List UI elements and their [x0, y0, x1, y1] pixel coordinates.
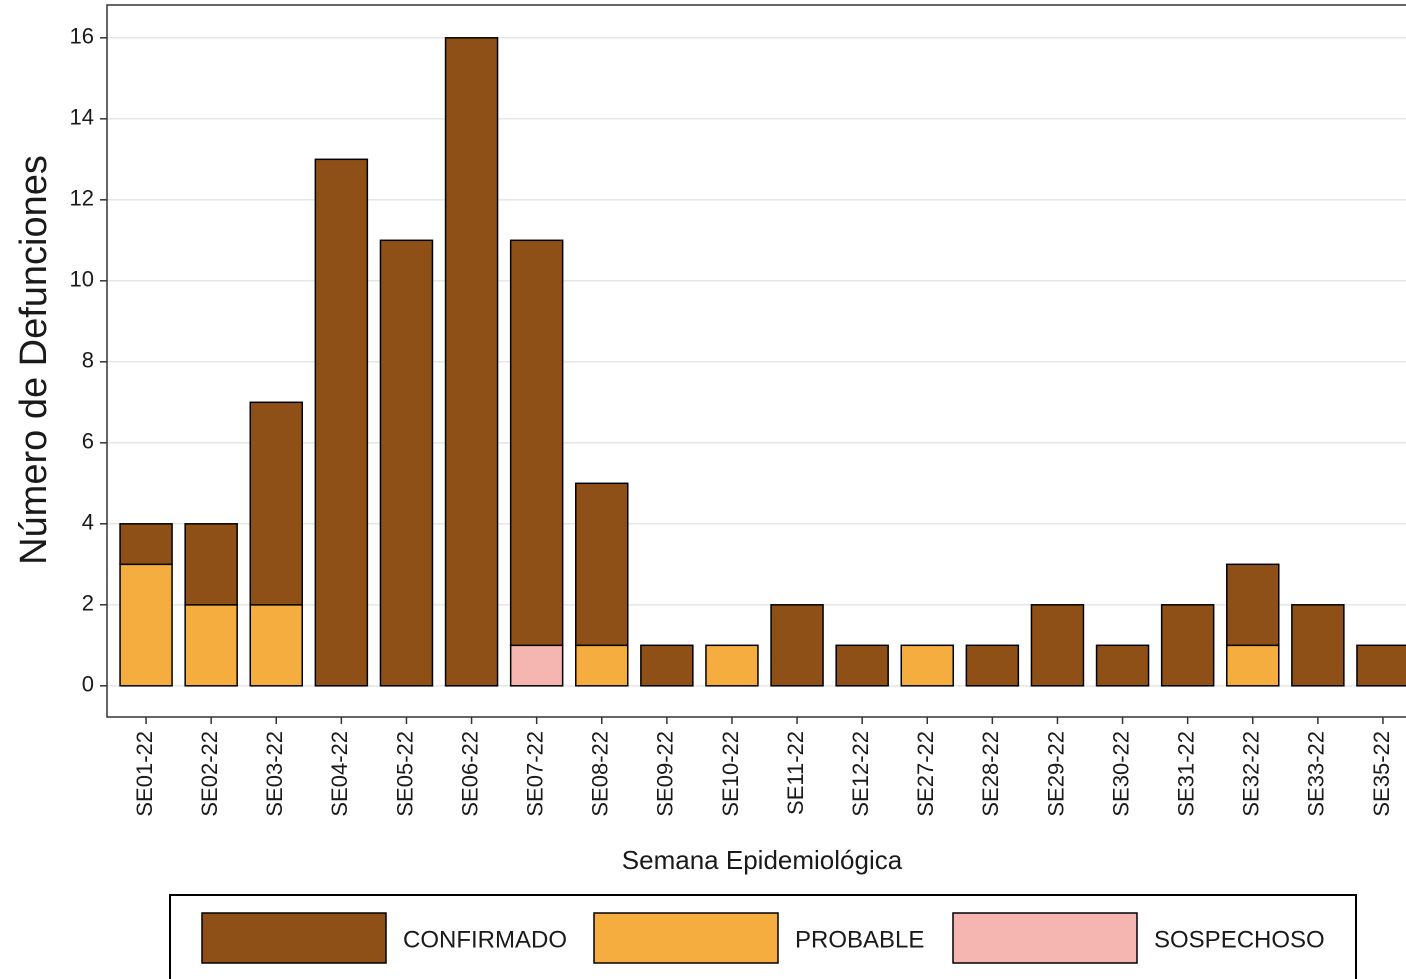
- bar: [640, 644, 694, 687]
- bar: [249, 604, 304, 687]
- x-tick-label: SE32-22: [1239, 731, 1264, 817]
- y-tick-label: 14: [70, 105, 94, 130]
- y-tick-label: 4: [82, 510, 94, 535]
- legend-label: SOSPECHOSO: [1154, 926, 1325, 953]
- bar: [1226, 563, 1280, 647]
- x-tick-label: SE02-22: [197, 731, 222, 817]
- bar: [119, 523, 173, 566]
- x-tick-label: SE28-22: [978, 731, 1003, 817]
- legend-label: PROBABLE: [795, 926, 924, 953]
- bar: [314, 158, 369, 687]
- x-tick-label: SE33-22: [1304, 731, 1329, 817]
- bar: [965, 644, 1020, 687]
- legend-key: [593, 912, 779, 964]
- bar: [1160, 604, 1215, 687]
- x-tick-label: SE01-22: [132, 731, 157, 817]
- x-tick-label: SE07-22: [522, 731, 547, 817]
- bar: [900, 644, 955, 687]
- legend-key: [201, 912, 387, 964]
- x-tick-label: SE08-22: [588, 731, 613, 817]
- x-axis-title: Semana Epidemiológica: [622, 845, 903, 875]
- bar: [119, 563, 173, 687]
- x-tick-label: SE04-22: [327, 731, 352, 817]
- legend-label: CONFIRMADO: [403, 926, 567, 953]
- y-tick-label: 16: [70, 24, 94, 49]
- x-tick-label: SE30-22: [1108, 731, 1133, 817]
- x-tick-label: SE35-22: [1369, 731, 1394, 817]
- x-tick-label: SE09-22: [653, 731, 678, 817]
- bar: [379, 239, 434, 687]
- bar: [835, 644, 889, 687]
- bar: [770, 604, 824, 687]
- x-tick-label: SE03-22: [262, 731, 287, 817]
- y-tick-label: 0: [82, 672, 94, 697]
- bar: [509, 239, 564, 647]
- y-axis-title: Número de Defunciones: [13, 155, 55, 565]
- bar: [184, 604, 238, 687]
- x-tick-label: SE10-22: [718, 731, 743, 817]
- bar: [575, 644, 629, 687]
- y-tick-label: 12: [70, 186, 94, 211]
- bar: [184, 523, 238, 606]
- x-tick-label: SE29-22: [1043, 731, 1068, 817]
- plot-border: [106, 4, 1406, 718]
- x-tick-label: SE05-22: [392, 731, 417, 817]
- bar: [1291, 604, 1345, 687]
- bar: [1095, 644, 1150, 687]
- x-tick-label: SE31-22: [1173, 731, 1198, 817]
- bar: [444, 37, 499, 687]
- bar: [1226, 644, 1280, 687]
- y-tick-label: 8: [82, 348, 94, 373]
- legend-box: [169, 894, 1357, 979]
- bar: [575, 482, 629, 647]
- y-tick-label: 6: [82, 429, 94, 454]
- legend-key: [952, 912, 1138, 964]
- x-tick-label: SE12-22: [848, 731, 873, 817]
- x-tick-label: SE11-22: [783, 731, 808, 815]
- bar: [705, 644, 759, 687]
- bar: [509, 644, 564, 687]
- bar: [1356, 644, 1406, 687]
- bar: [249, 401, 304, 606]
- x-tick-label: SE27-22: [913, 731, 938, 817]
- y-tick-label: 10: [70, 267, 94, 292]
- bar: [1030, 604, 1085, 687]
- y-tick-label: 2: [82, 591, 94, 616]
- x-tick-label: SE06-22: [457, 731, 482, 817]
